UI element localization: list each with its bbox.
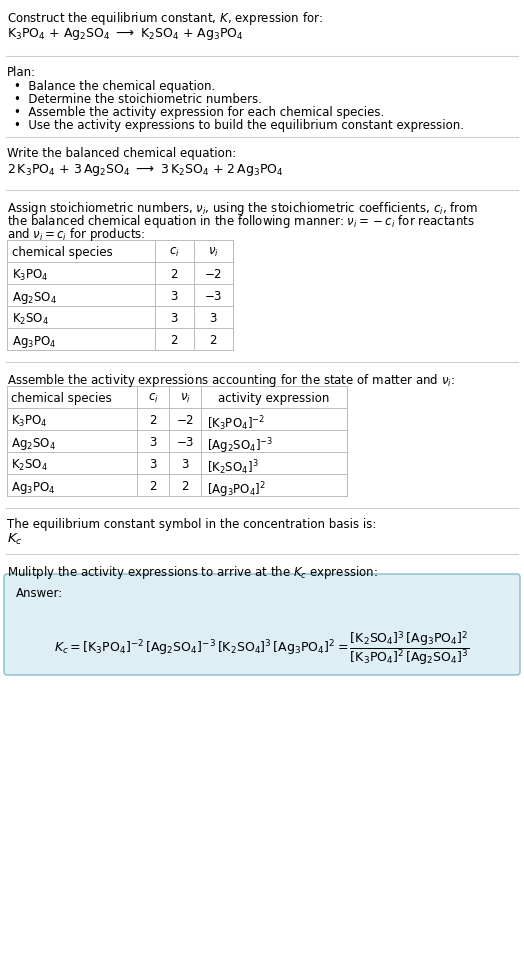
Text: $-3$: $-3$ xyxy=(176,436,194,449)
Text: Construct the equilibrium constant, $K$, expression for:: Construct the equilibrium constant, $K$,… xyxy=(7,10,323,27)
Text: Assign stoichiometric numbers, $\nu_i$, using the stoichiometric coefficients, $: Assign stoichiometric numbers, $\nu_i$, … xyxy=(7,200,478,217)
Text: 3: 3 xyxy=(209,312,217,325)
Text: Mulitply the activity expressions to arrive at the $K_c$ expression:: Mulitply the activity expressions to arr… xyxy=(7,564,378,581)
Text: 3: 3 xyxy=(149,436,157,449)
Text: 2: 2 xyxy=(170,334,178,347)
Text: The equilibrium constant symbol in the concentration basis is:: The equilibrium constant symbol in the c… xyxy=(7,518,376,531)
Text: $K_c = [\mathrm{K_3PO_4}]^{-2}\,[\mathrm{Ag_2SO_4}]^{-3}\,[\mathrm{K_2SO_4}]^{3}: $K_c = [\mathrm{K_3PO_4}]^{-2}\,[\mathrm… xyxy=(54,629,470,667)
Text: $\mathrm{K_3PO_4}$: $\mathrm{K_3PO_4}$ xyxy=(11,414,48,430)
Text: 2: 2 xyxy=(209,334,217,347)
Text: Assemble the activity expressions accounting for the state of matter and $\nu_i$: Assemble the activity expressions accoun… xyxy=(7,372,455,389)
Text: $-2$: $-2$ xyxy=(176,414,194,427)
Text: $K_c$: $K_c$ xyxy=(7,532,23,547)
Text: $[\mathrm{Ag_2SO_4}]^{-3}$: $[\mathrm{Ag_2SO_4}]^{-3}$ xyxy=(207,436,274,456)
Text: Plan:: Plan: xyxy=(7,66,36,79)
Text: 3: 3 xyxy=(170,312,178,325)
Text: $\mathrm{Ag_2SO_4}$: $\mathrm{Ag_2SO_4}$ xyxy=(12,290,57,306)
Text: •  Determine the stoichiometric numbers.: • Determine the stoichiometric numbers. xyxy=(14,93,262,106)
FancyBboxPatch shape xyxy=(4,574,520,675)
Text: $[\mathrm{Ag_3PO_4}]^{2}$: $[\mathrm{Ag_3PO_4}]^{2}$ xyxy=(207,480,266,500)
Text: $\mathrm{Ag_2SO_4}$: $\mathrm{Ag_2SO_4}$ xyxy=(11,436,56,452)
Text: •  Assemble the activity expression for each chemical species.: • Assemble the activity expression for e… xyxy=(14,106,384,119)
Text: the balanced chemical equation in the following manner: $\nu_i = -c_i$ for react: the balanced chemical equation in the fo… xyxy=(7,213,475,230)
Text: Write the balanced chemical equation:: Write the balanced chemical equation: xyxy=(7,147,236,160)
Text: 2: 2 xyxy=(181,480,189,493)
Text: $\mathrm{K_2SO_4}$: $\mathrm{K_2SO_4}$ xyxy=(11,458,48,473)
Text: $\mathrm{K_2SO_4}$: $\mathrm{K_2SO_4}$ xyxy=(12,312,49,327)
Text: activity expression: activity expression xyxy=(219,392,330,405)
Text: $\mathrm{K_3PO_4}$: $\mathrm{K_3PO_4}$ xyxy=(12,268,49,283)
Text: $\mathrm{K_3PO_4}$ + $\mathrm{Ag_2SO_4}$ $\longrightarrow$ $\mathrm{K_2SO_4}$ + : $\mathrm{K_3PO_4}$ + $\mathrm{Ag_2SO_4}$… xyxy=(7,26,244,42)
Text: •  Use the activity expressions to build the equilibrium constant expression.: • Use the activity expressions to build … xyxy=(14,119,464,132)
Text: and $\nu_i = c_i$ for products:: and $\nu_i = c_i$ for products: xyxy=(7,226,145,243)
Text: $c_i$: $c_i$ xyxy=(148,392,158,406)
Text: 2: 2 xyxy=(149,414,157,427)
Text: $c_i$: $c_i$ xyxy=(169,246,179,259)
Text: Answer:: Answer: xyxy=(16,587,63,600)
Text: chemical species: chemical species xyxy=(11,392,112,405)
Text: $-2$: $-2$ xyxy=(204,268,222,281)
Text: 3: 3 xyxy=(170,290,178,303)
Text: $\mathrm{Ag_3PO_4}$: $\mathrm{Ag_3PO_4}$ xyxy=(11,480,56,496)
Text: $\nu_i$: $\nu_i$ xyxy=(180,392,190,406)
Text: 3: 3 xyxy=(181,458,189,471)
Text: 2: 2 xyxy=(170,268,178,281)
Text: 3: 3 xyxy=(149,458,157,471)
Text: $2\,\mathrm{K_3PO_4}$ + $3\,\mathrm{Ag_2SO_4}$ $\longrightarrow$ $3\,\mathrm{K_2: $2\,\mathrm{K_3PO_4}$ + $3\,\mathrm{Ag_2… xyxy=(7,162,283,178)
Text: $[\mathrm{K_3PO_4}]^{-2}$: $[\mathrm{K_3PO_4}]^{-2}$ xyxy=(207,414,265,432)
Text: chemical species: chemical species xyxy=(12,246,113,259)
Text: •  Balance the chemical equation.: • Balance the chemical equation. xyxy=(14,80,215,93)
Text: $-3$: $-3$ xyxy=(204,290,222,303)
Text: $\mathrm{Ag_3PO_4}$: $\mathrm{Ag_3PO_4}$ xyxy=(12,334,57,350)
Text: $[\mathrm{K_2SO_4}]^{3}$: $[\mathrm{K_2SO_4}]^{3}$ xyxy=(207,458,259,477)
Text: 2: 2 xyxy=(149,480,157,493)
Text: $\nu_i$: $\nu_i$ xyxy=(208,246,219,259)
